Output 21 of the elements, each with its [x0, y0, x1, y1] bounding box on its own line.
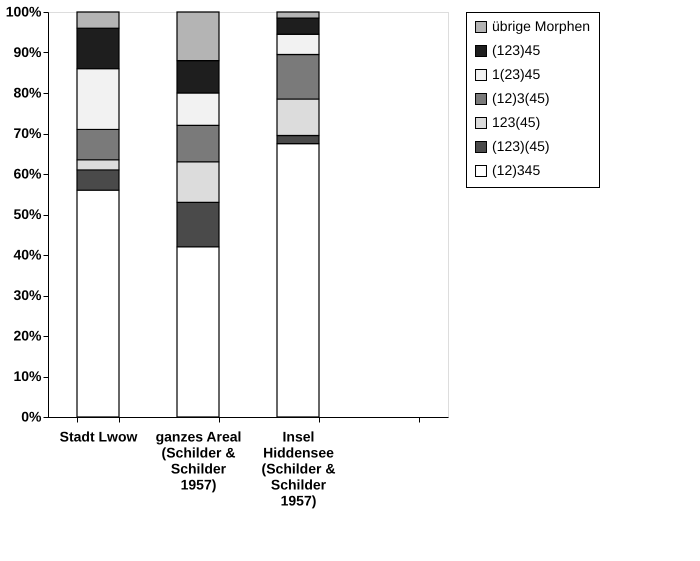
- legend-label: (12)3(45): [492, 90, 550, 106]
- y-tick-label: 50%: [13, 206, 42, 222]
- x-tick-label: Stadt Lwow: [60, 428, 138, 444]
- x-tick-label: Insel Hiddensee (Schilder & Schilder 1957): [262, 428, 336, 508]
- y-tick-label: 0%: [21, 408, 42, 424]
- y-tick-label: 30%: [13, 287, 42, 303]
- legend-label: (123)45: [492, 42, 540, 58]
- y-tick-label: 100%: [6, 4, 42, 20]
- legend-label: übrige Morphen: [492, 18, 590, 34]
- y-tick-label: 60%: [13, 166, 42, 182]
- y-tick-label: 10%: [13, 368, 42, 384]
- legend-label: (12)345: [492, 162, 540, 178]
- y-tick-label: 90%: [13, 44, 42, 60]
- y-tick-label: 70%: [13, 125, 42, 141]
- legend-label: (123)(45): [492, 138, 550, 154]
- x-tick-label: ganzes Areal (Schilder & Schilder 1957): [156, 428, 242, 492]
- y-tick-label: 40%: [13, 246, 42, 262]
- y-tick-label: 80%: [13, 84, 42, 100]
- legend-label: 1(23)45: [492, 66, 540, 82]
- y-tick-label: 20%: [13, 328, 42, 344]
- legend-label: 123(45): [492, 114, 540, 130]
